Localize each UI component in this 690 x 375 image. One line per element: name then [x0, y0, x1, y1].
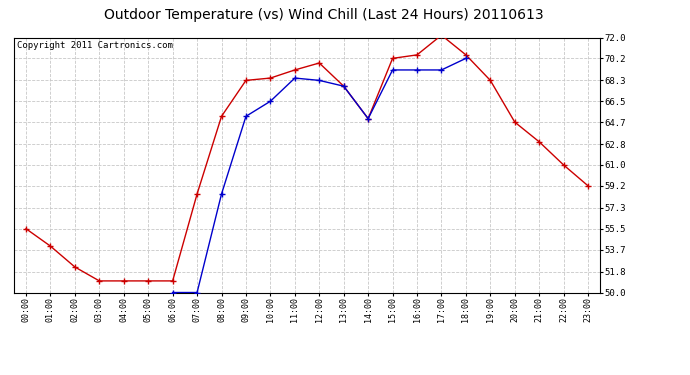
Text: Copyright 2011 Cartronics.com: Copyright 2011 Cartronics.com: [17, 41, 172, 50]
Text: Outdoor Temperature (vs) Wind Chill (Last 24 Hours) 20110613: Outdoor Temperature (vs) Wind Chill (Las…: [104, 8, 544, 21]
